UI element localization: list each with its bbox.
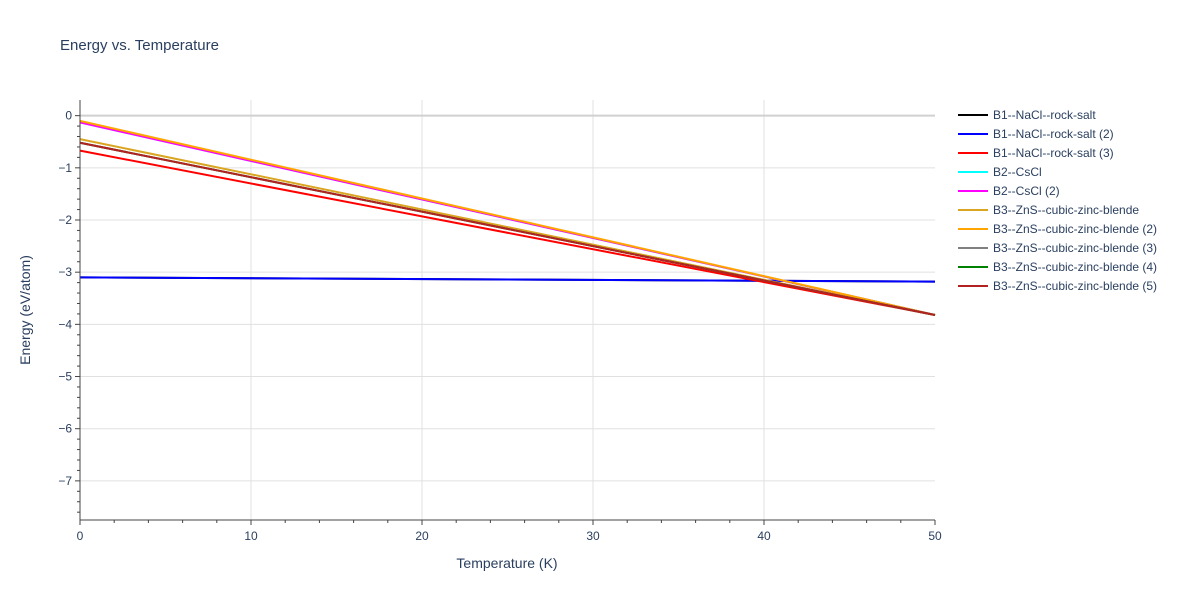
chart-title: Energy vs. Temperature xyxy=(60,37,219,54)
y-tick-label: −7 xyxy=(58,474,72,488)
y-tick-label: −5 xyxy=(58,370,72,384)
legend-label: B3--ZnS--cubic-zinc-blende xyxy=(993,203,1139,217)
x-axis-label: Temperature (K) xyxy=(456,555,557,571)
y-axis-label: Energy (eV/atom) xyxy=(17,255,33,365)
legend-label: B2--CsCl xyxy=(993,165,1042,179)
y-tick-label: −1 xyxy=(58,161,72,175)
x-tick-label: 10 xyxy=(244,529,258,543)
legend-item-4[interactable]: B2--CsCl xyxy=(958,165,1042,179)
legend-label: B1--NaCl--rock-salt xyxy=(993,108,1096,122)
legend[interactable]: B1--NaCl--rock-salt B1--NaCl--rock-salt (… xyxy=(958,108,1157,293)
y-tick-label: 0 xyxy=(65,109,72,123)
legend-item-6[interactable]: B3--ZnS--cubic-zinc-blende xyxy=(958,203,1139,217)
legend-label: B3--ZnS--cubic-zinc-blende (2) xyxy=(993,222,1157,236)
legend-item-7[interactable]: B3--ZnS--cubic-zinc-blende (2) xyxy=(958,222,1157,236)
legend-item-9[interactable]: B3--ZnS--cubic-zinc-blende (4) xyxy=(958,260,1157,274)
legend-label: B3--ZnS--cubic-zinc-blende (5) xyxy=(993,279,1157,293)
series-line-10[interactable] xyxy=(79,141,936,316)
axes: 0 10 20 30 40 50 0 −1 −2 −3 −4 −5 −6 −7 xyxy=(58,100,942,543)
legend-item-1[interactable]: B1--NaCl--rock-salt xyxy=(958,108,1096,122)
x-tick-label: 50 xyxy=(928,529,942,543)
legend-label: B1--NaCl--rock-salt (3) xyxy=(993,146,1114,160)
plot-area[interactable] xyxy=(79,119,936,316)
legend-label: B2--CsCl (2) xyxy=(993,184,1060,198)
x-tick-label: 20 xyxy=(415,529,429,543)
legend-item-2[interactable]: B1--NaCl--rock-salt (2) xyxy=(958,127,1114,141)
legend-item-10[interactable]: B3--ZnS--cubic-zinc-blende (5) xyxy=(958,279,1157,293)
x-tick-label: 0 xyxy=(77,529,84,543)
y-tick-label: −4 xyxy=(58,317,72,331)
legend-label: B3--ZnS--cubic-zinc-blende (4) xyxy=(993,260,1157,274)
series-line-7[interactable] xyxy=(79,119,936,316)
x-tick-label: 30 xyxy=(586,529,600,543)
legend-item-3[interactable]: B1--NaCl--rock-salt (3) xyxy=(958,146,1114,160)
legend-label: B1--NaCl--rock-salt (2) xyxy=(993,127,1114,141)
series-line-3[interactable] xyxy=(79,149,936,316)
legend-item-5[interactable]: B2--CsCl (2) xyxy=(958,184,1060,198)
x-tick-label: 40 xyxy=(757,529,771,543)
series-line-2[interactable] xyxy=(79,276,936,283)
legend-label: B3--ZnS--cubic-zinc-blende (3) xyxy=(993,241,1157,255)
y-tick-label: −2 xyxy=(58,213,72,227)
grid xyxy=(80,100,935,520)
y-tick-label: −6 xyxy=(58,422,72,436)
legend-item-8[interactable]: B3--ZnS--cubic-zinc-blende (3) xyxy=(958,241,1157,255)
y-tick-label: −3 xyxy=(58,265,72,279)
